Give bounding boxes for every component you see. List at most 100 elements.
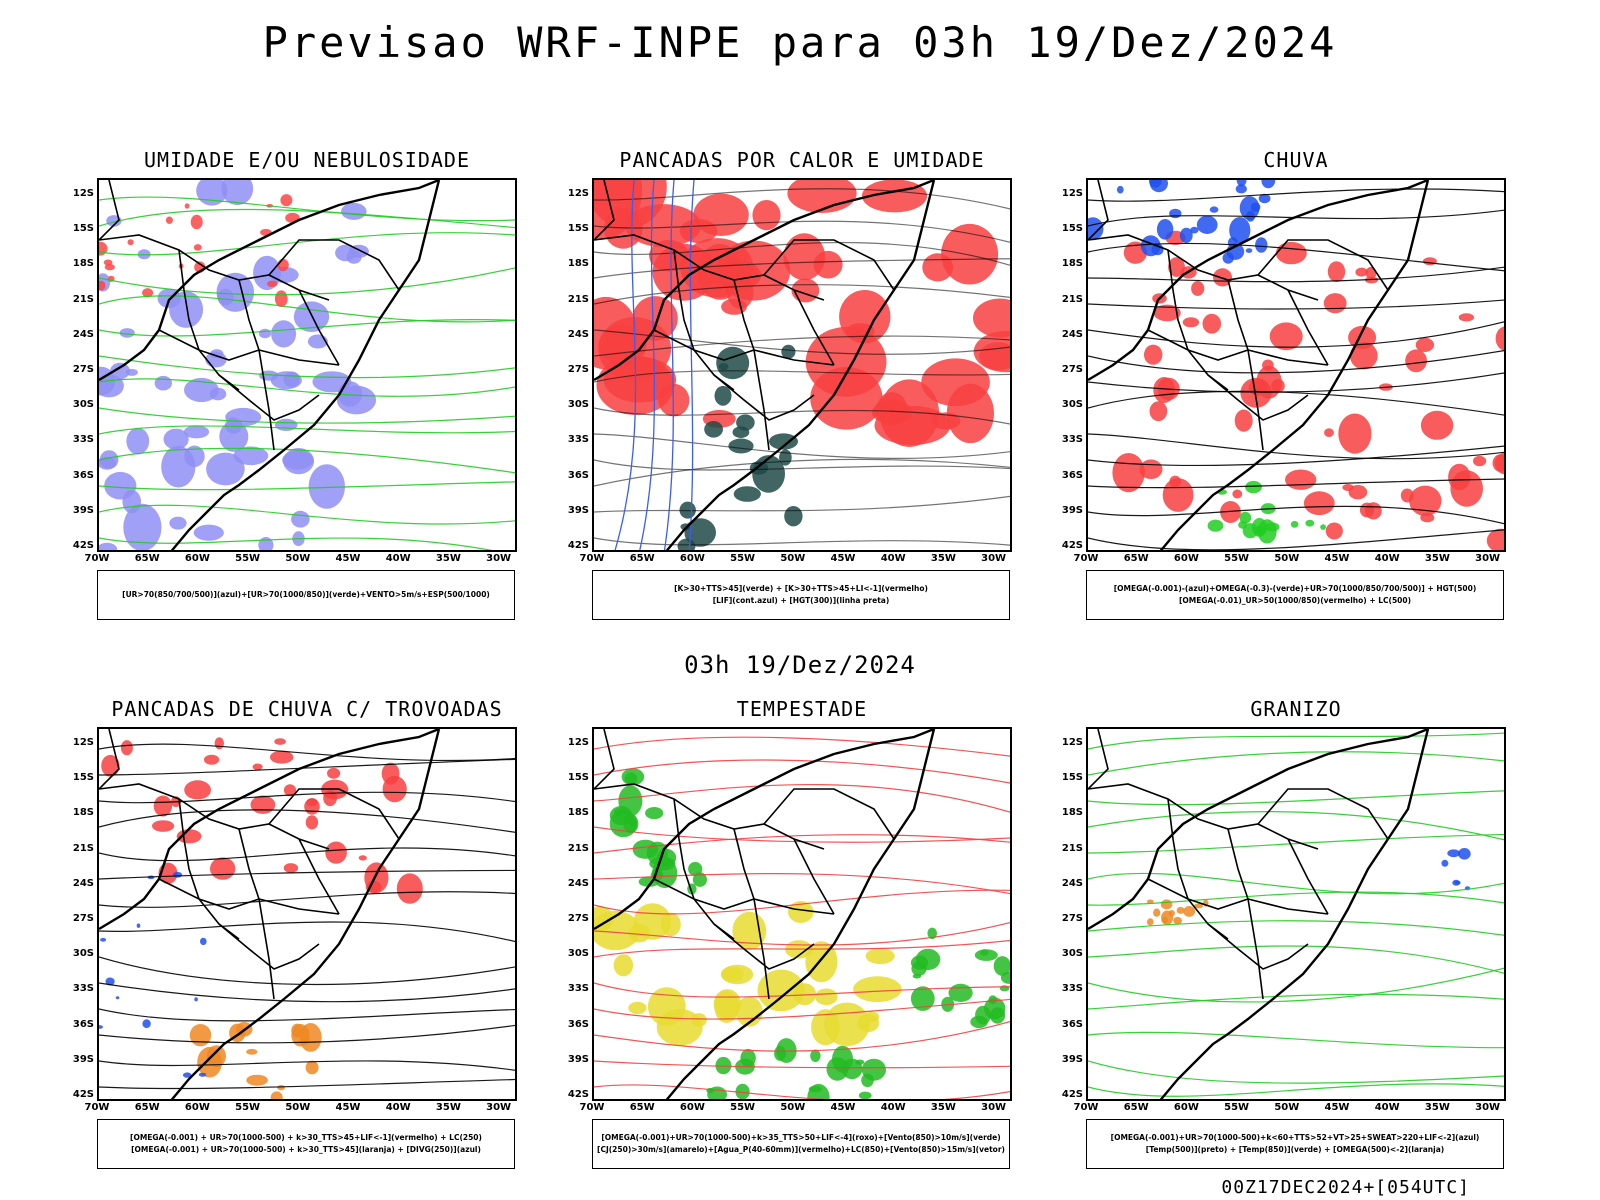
map-granizo (1086, 727, 1506, 1101)
legend-pancadas-calor: [K>30+TTS>45](verde) + [K>30+TTS>45+LI<-… (592, 570, 1010, 620)
lat-label: 12S (72, 188, 94, 199)
lon-label: 35W (930, 1102, 956, 1113)
legend-line: [OMEGA(-0.001)+UR>70(1000-500)+k<60+TTS>… (1110, 1133, 1480, 1142)
lat-label: 42S (1061, 1089, 1083, 1100)
lat-label: 24S (567, 877, 589, 889)
lat-label: 21S (72, 293, 94, 305)
lat-label: 36S (72, 469, 94, 481)
lon-label: 65W (1123, 1102, 1149, 1113)
lat-label: 15S (72, 772, 94, 784)
lon-label: 55W (235, 1102, 261, 1113)
legend-line: [Temp(500)](preto) + [Temp(850)](verde) … (1145, 1145, 1445, 1154)
lat-label: 42S (72, 1089, 94, 1100)
legend-line: [LIF](cont.azul) + [HGT(300)](linha pret… (712, 596, 890, 605)
lat-label: 39S (1061, 1053, 1083, 1065)
lat-label: 39S (567, 504, 589, 516)
lat-label: 21S (567, 293, 589, 305)
lat-label: 30S (72, 399, 94, 411)
lon-label: 45W (335, 553, 361, 564)
lon-label: 40W (1374, 553, 1400, 564)
lat-label: 30S (567, 399, 589, 411)
lon-label: 30W (486, 1102, 512, 1113)
lon-label: 45W (335, 1102, 361, 1113)
lat-label: 39S (567, 1053, 589, 1065)
legend-line: [OMEGA(-0.01)_UR>50(1000/850)(vermelho) … (1178, 596, 1412, 605)
lon-label: 30W (1475, 553, 1501, 564)
lon-label: 60W (184, 553, 210, 564)
mid-time-label: 03h 19/Dez/2024 (684, 651, 916, 679)
legend-line: [CJ(250)>30m/s](amarelo)+[Agua_P(40-60mm… (597, 1145, 1005, 1154)
lon-label: 40W (385, 553, 411, 564)
lat-label: 27S (72, 364, 94, 375)
lat-label: 24S (1061, 877, 1083, 889)
lon-label: 60W (1173, 1102, 1199, 1113)
lon-label: 60W (679, 1102, 705, 1113)
lon-label: 30W (486, 553, 512, 564)
lon-label: 30W (981, 553, 1007, 564)
lon-label: 40W (880, 553, 906, 564)
lat-label: 27S (1061, 913, 1083, 924)
lon-label: 40W (880, 1102, 906, 1113)
lon-label: 70W (579, 553, 605, 564)
lon-label: 70W (84, 553, 110, 564)
legend-line: [K>30+TTS>45](verde) + [K>30+TTS>45+LI<-… (674, 584, 928, 593)
lon-label: 55W (1224, 553, 1250, 564)
lat-label: 24S (1061, 328, 1083, 340)
lon-label: 50W (1274, 553, 1300, 564)
lon-label: 65W (1123, 553, 1149, 564)
lat-label: 15S (1061, 223, 1083, 235)
lon-label: 30W (981, 1102, 1007, 1113)
lat-label: 18S (1061, 807, 1083, 819)
lat-label: 33S (1061, 983, 1083, 995)
panel-title-trovoadas: PANCADAS DE CHUVA C/ TROVOADAS (111, 697, 503, 721)
lon-label: 65W (134, 1102, 160, 1113)
lon-label: 65W (629, 553, 655, 564)
legend-line: [OMEGA(-0.001) + UR>70(1000-500) + k>30_… (131, 1145, 481, 1154)
lat-label: 24S (567, 328, 589, 340)
lat-label: 21S (1061, 842, 1083, 854)
lat-label: 39S (72, 1053, 94, 1065)
lon-label: 70W (1073, 553, 1099, 564)
lat-label: 24S (72, 328, 94, 340)
lat-label: 42S (567, 1089, 589, 1100)
lon-label: 55W (730, 1102, 756, 1113)
lon-label: 45W (1324, 553, 1350, 564)
lon-label: 50W (780, 553, 806, 564)
lat-label: 42S (567, 540, 589, 551)
lon-label: 70W (84, 1102, 110, 1113)
lon-label: 50W (285, 1102, 311, 1113)
lat-label: 33S (567, 983, 589, 995)
lat-label: 27S (1061, 364, 1083, 375)
lat-label: 18S (72, 807, 94, 819)
lon-label: 35W (435, 1102, 461, 1113)
lon-label: 50W (1274, 1102, 1300, 1113)
legend-tempestade: [OMEGA(-0.001)+UR>70(1000-500)+k>35_TTS>… (592, 1119, 1010, 1169)
legend-trovoadas: [OMEGA(-0.001) + UR>70(1000-500) + k>30_… (97, 1119, 515, 1169)
lat-label: 30S (1061, 399, 1083, 411)
lat-label: 15S (1061, 772, 1083, 784)
lon-label: 55W (235, 553, 261, 564)
lat-label: 30S (567, 948, 589, 960)
panel-title-umidade: UMIDADE E/OU NEBULOSIDADE (143, 148, 471, 172)
lat-label: 12S (72, 737, 94, 748)
panel-title-tempestade: TEMPESTADE (736, 697, 868, 721)
lat-label: 27S (567, 913, 589, 924)
legend-line: [OMEGA(-0.001)-(azul)+OMEGA(-0.3)-(verde… (1113, 584, 1477, 593)
lon-label: 70W (579, 1102, 605, 1113)
map-chuva (1086, 178, 1506, 552)
lon-label: 65W (629, 1102, 655, 1113)
lat-label: 36S (567, 1018, 589, 1030)
lat-label: 15S (72, 223, 94, 235)
map-umidade (97, 178, 517, 552)
legend-granizo: [OMEGA(-0.001)+UR>70(1000-500)+k<60+TTS>… (1086, 1119, 1504, 1169)
lat-label: 21S (72, 842, 94, 854)
panel-title-chuva: CHUVA (1263, 148, 1329, 172)
lon-label: 60W (184, 1102, 210, 1113)
lat-label: 27S (72, 913, 94, 924)
lat-label: 18S (567, 258, 589, 270)
lat-label: 36S (1061, 1018, 1083, 1030)
lat-label: 30S (1061, 948, 1083, 960)
lon-label: 50W (780, 1102, 806, 1113)
lat-label: 42S (1061, 540, 1083, 551)
lon-label: 70W (1073, 1102, 1099, 1113)
